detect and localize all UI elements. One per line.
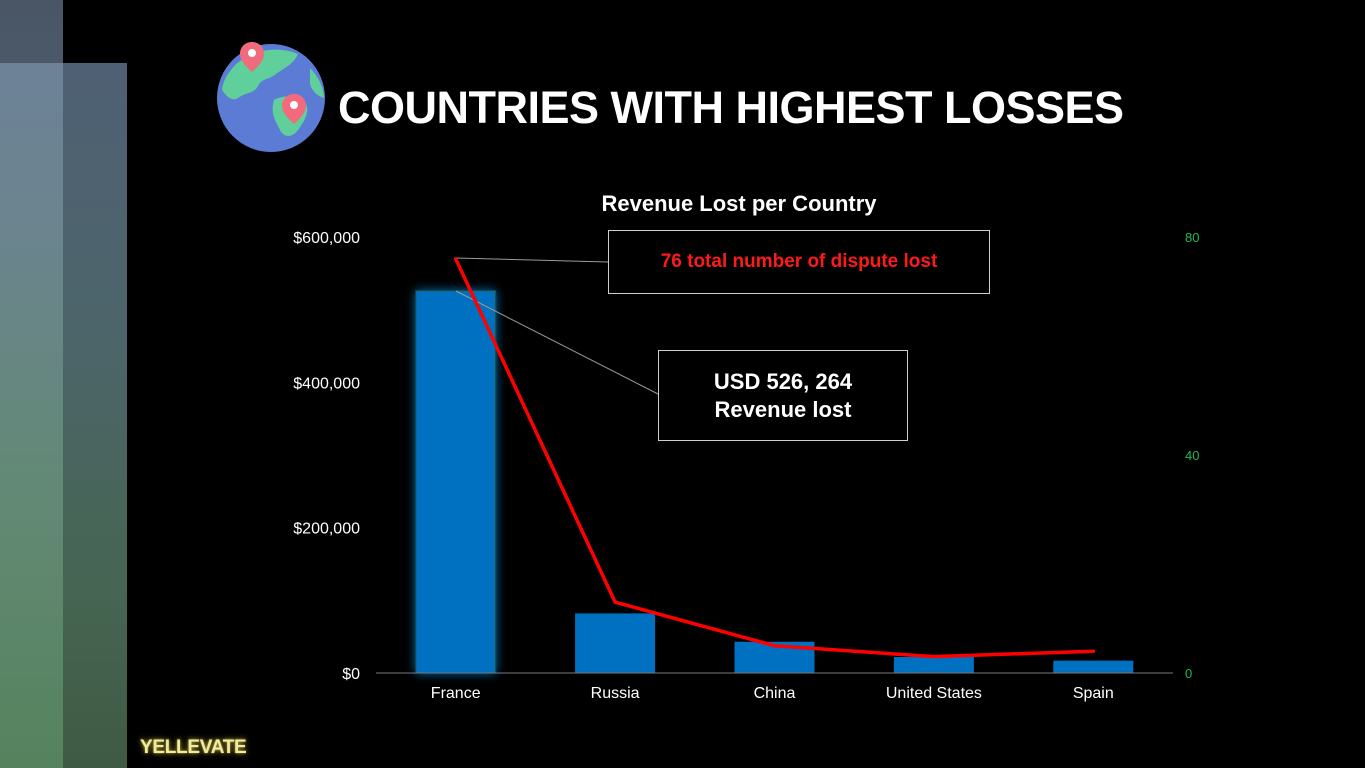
globe-location-pin-icon <box>217 42 325 152</box>
y-tick-label: $0 <box>342 666 360 683</box>
y2-tick-label: 0 <box>1185 666 1192 681</box>
disputes-callout: 76 total number of dispute lost <box>608 230 990 294</box>
y-tick-label: $400,000 <box>293 375 360 392</box>
y2-axis: 0 40 80 <box>1185 230 1199 681</box>
y2-tick-label: 40 <box>1185 448 1199 463</box>
disputes-leader-line <box>455 257 609 263</box>
revenue-callout: USD 526, 264 Revenue lost <box>658 350 908 441</box>
y-tick-label: $200,000 <box>293 521 360 538</box>
revenue-callout-line1: USD 526, 264 <box>713 368 853 394</box>
y-tick-label: $600,000 <box>293 230 360 247</box>
bar <box>1053 660 1134 673</box>
brand-logo: YELLEVATE <box>140 737 247 758</box>
bar <box>893 657 974 673</box>
dispute-line <box>453 257 1096 659</box>
x-tick-label: United States <box>886 685 982 702</box>
chart-title: Revenue Lost per Country <box>601 191 877 216</box>
x-tick-label: Spain <box>1073 685 1114 702</box>
x-tick-label: China <box>754 685 796 702</box>
y-axis: $0 $200,000 $400,000 $600,000 <box>293 230 360 683</box>
bar-series <box>415 290 1134 674</box>
y2-tick-label: 80 <box>1185 230 1199 245</box>
bar <box>415 290 497 674</box>
x-tick-label: Russia <box>591 685 640 702</box>
dispute-line-series <box>453 257 1096 659</box>
disputes-callout-text: 76 total number of dispute lost <box>660 251 938 272</box>
revenue-leader-line <box>455 290 659 395</box>
slide-title: COUNTRIES WITH HIGHEST LOSSES <box>338 82 1124 133</box>
bar <box>575 613 656 673</box>
revenue-callout-line2: Revenue lost <box>714 396 852 422</box>
left-decor-shade <box>63 63 127 768</box>
x-axis: France Russia China United States Spain <box>431 685 1114 702</box>
x-tick-label: France <box>431 685 481 702</box>
